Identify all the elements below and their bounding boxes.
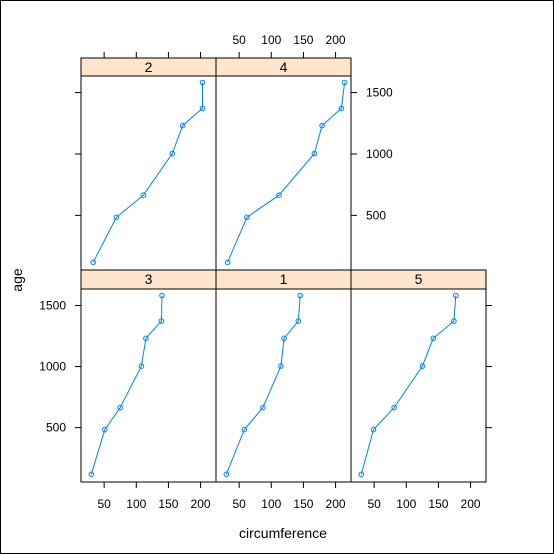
data-point	[276, 192, 282, 198]
data-point	[117, 404, 123, 411]
data-point	[295, 318, 302, 324]
data-point	[138, 363, 145, 369]
x-tick-label: 50	[367, 497, 381, 511]
data-point	[281, 335, 287, 342]
series-line	[360, 295, 457, 475]
panel-2: 2	[80, 57, 217, 271]
y-tick-label: 1000	[366, 147, 393, 161]
x-tick-label: 50	[232, 497, 246, 511]
panel-strip-label: 5	[415, 271, 423, 287]
data-point	[88, 471, 95, 478]
data-point	[391, 404, 397, 411]
data-point	[179, 122, 186, 129]
x-tick-label: 200	[461, 497, 481, 511]
data-point	[169, 150, 176, 157]
data-point	[158, 318, 165, 324]
data-point	[311, 150, 318, 157]
series-line	[225, 295, 301, 475]
data-point	[143, 335, 149, 342]
x-tick-label: 150	[428, 497, 448, 511]
panel-5: 5	[350, 269, 487, 483]
data-point	[241, 426, 248, 433]
data-point	[319, 122, 325, 129]
data-point	[244, 214, 250, 221]
y-tick-label: 500	[46, 421, 66, 435]
panel-box	[215, 75, 352, 271]
data-point	[278, 363, 284, 369]
panel-box	[80, 75, 217, 271]
data-point	[451, 318, 457, 324]
x-tick-label: 50	[232, 33, 246, 47]
data-point	[90, 259, 96, 266]
panel-strip-label: 4	[280, 59, 288, 75]
data-point	[453, 292, 459, 299]
y-tick-label: 1500	[39, 298, 66, 312]
data-point	[199, 79, 206, 86]
data-point	[358, 471, 365, 478]
data-point	[223, 471, 230, 478]
x-tick-label: 150	[293, 497, 313, 511]
data-point	[338, 105, 345, 112]
panel-3: 3	[80, 269, 217, 483]
data-point	[430, 335, 437, 342]
x-tick-label: 50	[97, 497, 111, 511]
x-tick-label: 200	[191, 497, 211, 511]
x-tick-label: 100	[396, 497, 416, 511]
x-axis-title: circumference	[239, 525, 327, 541]
data-point	[102, 426, 108, 433]
data-point	[159, 292, 165, 299]
data-point	[199, 105, 206, 112]
data-point	[341, 79, 348, 86]
panel-box	[80, 288, 217, 483]
data-point	[224, 259, 231, 266]
x-tick-label: 100	[126, 497, 146, 511]
y-tick-label: 1000	[39, 360, 66, 374]
x-tick-label: 200	[326, 33, 346, 47]
series-line	[92, 82, 203, 263]
panel-box	[215, 288, 352, 483]
panel-box	[350, 288, 487, 483]
y-tick-label: 1500	[366, 86, 393, 100]
panel-4: 4	[215, 57, 352, 271]
x-tick-label: 100	[261, 497, 281, 511]
series-line	[90, 295, 163, 475]
series-line	[227, 82, 346, 263]
data-point	[370, 426, 377, 433]
y-axis-title: age	[9, 268, 25, 292]
x-tick-label: 100	[261, 33, 281, 47]
x-tick-label: 200	[326, 497, 346, 511]
x-tick-label: 150	[293, 33, 313, 47]
data-point	[297, 292, 304, 299]
panel-strip-label: 2	[145, 59, 153, 75]
panel-strip-label: 1	[280, 271, 288, 287]
panel-strip-label: 3	[145, 271, 153, 287]
y-tick-label: 500	[366, 208, 386, 222]
panels-group: 3 1 5 2 4	[80, 57, 487, 483]
data-point	[260, 404, 266, 411]
panel-1: 1	[215, 269, 352, 483]
data-point	[140, 192, 147, 198]
x-tick-label: 150	[158, 497, 178, 511]
data-point	[419, 363, 426, 369]
data-point	[113, 214, 120, 221]
